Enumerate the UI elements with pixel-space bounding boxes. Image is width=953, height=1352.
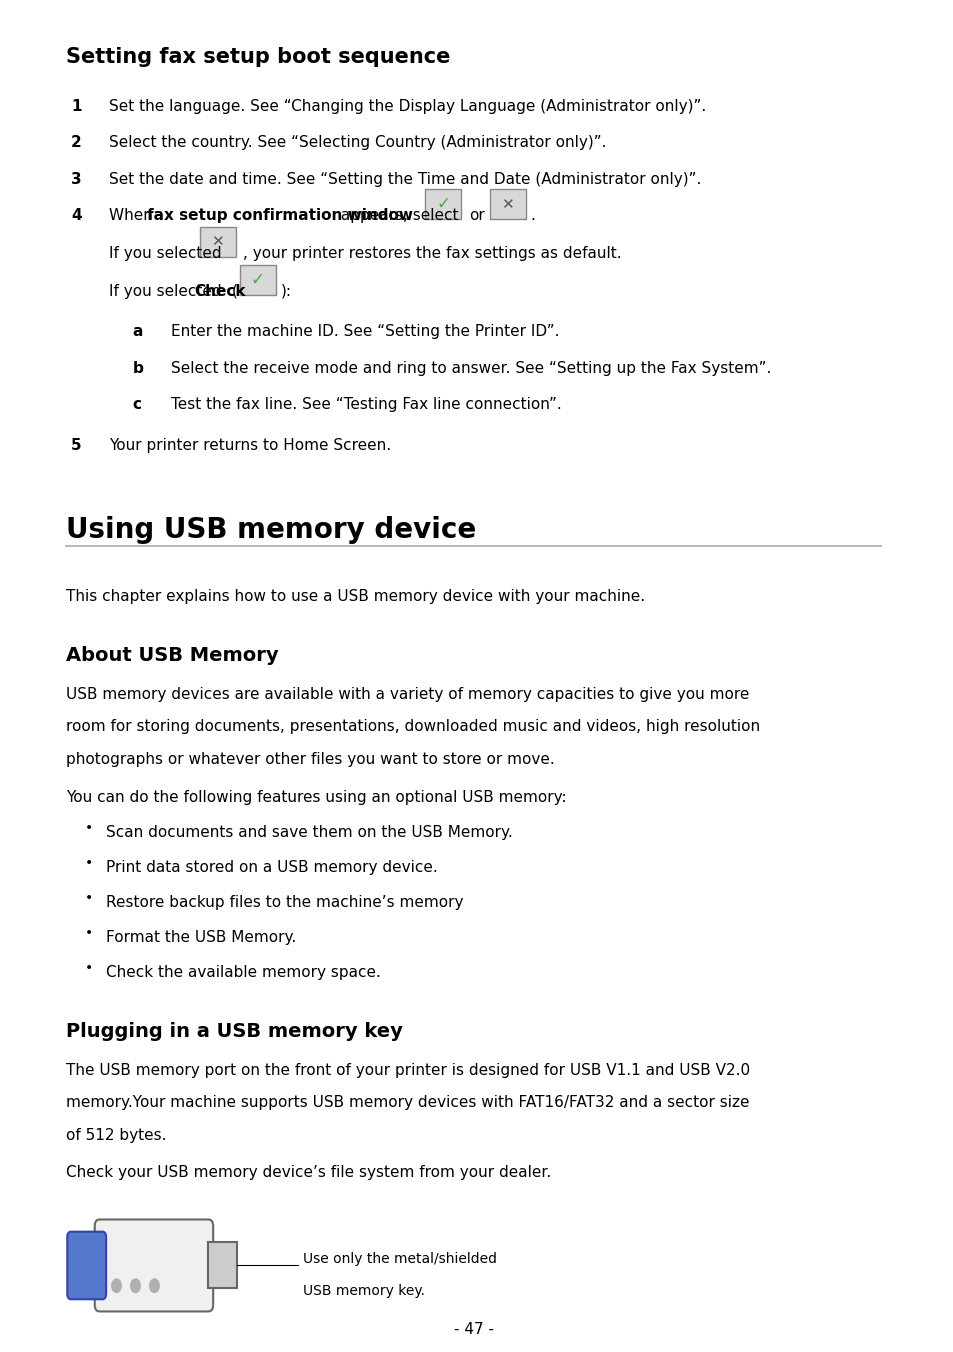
Text: When: When: [109, 208, 157, 223]
Text: This chapter explains how to use a USB memory device with your machine.: This chapter explains how to use a USB m…: [67, 589, 645, 604]
Text: 5: 5: [71, 438, 82, 453]
Text: Scan documents and save them on the USB Memory.: Scan documents and save them on the USB …: [106, 825, 513, 840]
Text: Your printer returns to Home Screen.: Your printer returns to Home Screen.: [109, 438, 391, 453]
Text: ):: ):: [280, 284, 292, 299]
Text: a: a: [132, 324, 143, 339]
Text: Check your USB memory device’s file system from your dealer.: Check your USB memory device’s file syst…: [67, 1165, 551, 1180]
Text: Use only the metal/shielded: Use only the metal/shielded: [303, 1252, 497, 1265]
Text: ✕: ✕: [501, 196, 514, 212]
FancyBboxPatch shape: [200, 227, 235, 257]
Text: 4: 4: [71, 208, 82, 223]
Text: Using USB memory device: Using USB memory device: [67, 516, 476, 545]
Text: appears, select: appears, select: [336, 208, 458, 223]
Text: - 47 -: - 47 -: [454, 1322, 494, 1337]
FancyBboxPatch shape: [489, 189, 525, 219]
Text: ✕: ✕: [212, 234, 224, 250]
Text: USB memory key.: USB memory key.: [303, 1284, 425, 1298]
Circle shape: [150, 1279, 159, 1293]
Text: (: (: [232, 284, 237, 299]
Text: Format the USB Memory.: Format the USB Memory.: [106, 930, 296, 945]
Text: Check: Check: [194, 284, 246, 299]
Text: room for storing documents, presentations, downloaded music and videos, high res: room for storing documents, presentation…: [67, 719, 760, 734]
Text: 3: 3: [71, 172, 82, 187]
FancyBboxPatch shape: [94, 1220, 213, 1311]
FancyBboxPatch shape: [68, 1232, 106, 1299]
Text: c: c: [132, 397, 141, 412]
Text: The USB memory port on the front of your printer is designed for USB V1.1 and US: The USB memory port on the front of your…: [67, 1063, 750, 1078]
Text: .: .: [530, 208, 535, 223]
Text: Plugging in a USB memory key: Plugging in a USB memory key: [67, 1022, 403, 1041]
Text: , your printer restores the fax settings as default.: , your printer restores the fax settings…: [243, 246, 621, 261]
Text: or: or: [469, 208, 484, 223]
Text: b: b: [132, 361, 143, 376]
Text: Check the available memory space.: Check the available memory space.: [106, 965, 380, 980]
Text: 2: 2: [71, 135, 82, 150]
Text: •: •: [85, 891, 93, 904]
Text: Test the fax line. See “Testing Fax line connection”.: Test the fax line. See “Testing Fax line…: [171, 397, 560, 412]
Text: About USB Memory: About USB Memory: [67, 646, 278, 665]
Text: USB memory devices are available with a variety of memory capacities to give you: USB memory devices are available with a …: [67, 687, 749, 702]
Text: ✓: ✓: [251, 270, 264, 289]
Text: Print data stored on a USB memory device.: Print data stored on a USB memory device…: [106, 860, 437, 875]
Text: You can do the following features using an optional USB memory:: You can do the following features using …: [67, 790, 566, 804]
Text: •: •: [85, 961, 93, 975]
FancyBboxPatch shape: [208, 1242, 236, 1288]
Text: fax setup confirmation window: fax setup confirmation window: [147, 208, 413, 223]
Text: Set the date and time. See “Setting the Time and Date (Administrator only)”.: Set the date and time. See “Setting the …: [109, 172, 700, 187]
Text: ✓: ✓: [436, 195, 450, 214]
Text: •: •: [85, 856, 93, 869]
Text: 1: 1: [71, 99, 81, 114]
Text: memory.Your machine supports USB memory devices with FAT16/FAT32 and a sector si: memory.Your machine supports USB memory …: [67, 1095, 749, 1110]
Text: •: •: [85, 821, 93, 834]
Text: If you selected: If you selected: [109, 284, 226, 299]
Text: of 512 bytes.: of 512 bytes.: [67, 1128, 167, 1142]
Circle shape: [131, 1279, 140, 1293]
FancyBboxPatch shape: [425, 189, 461, 219]
Text: Set the language. See “Changing the Display Language (Administrator only)”.: Set the language. See “Changing the Disp…: [109, 99, 705, 114]
Text: If you selected: If you selected: [109, 246, 221, 261]
Text: Select the receive mode and ring to answer. See “Setting up the Fax System”.: Select the receive mode and ring to answ…: [171, 361, 770, 376]
Text: Enter the machine ID. See “Setting the Printer ID”.: Enter the machine ID. See “Setting the P…: [171, 324, 558, 339]
Circle shape: [112, 1279, 121, 1293]
Text: •: •: [85, 926, 93, 940]
Text: photographs or whatever other files you want to store or move.: photographs or whatever other files you …: [67, 752, 555, 767]
Text: Setting fax setup boot sequence: Setting fax setup boot sequence: [67, 47, 450, 68]
Text: Select the country. See “Selecting Country (Administrator only)”.: Select the country. See “Selecting Count…: [109, 135, 606, 150]
Text: Restore backup files to the machine’s memory: Restore backup files to the machine’s me…: [106, 895, 463, 910]
FancyBboxPatch shape: [239, 265, 275, 295]
